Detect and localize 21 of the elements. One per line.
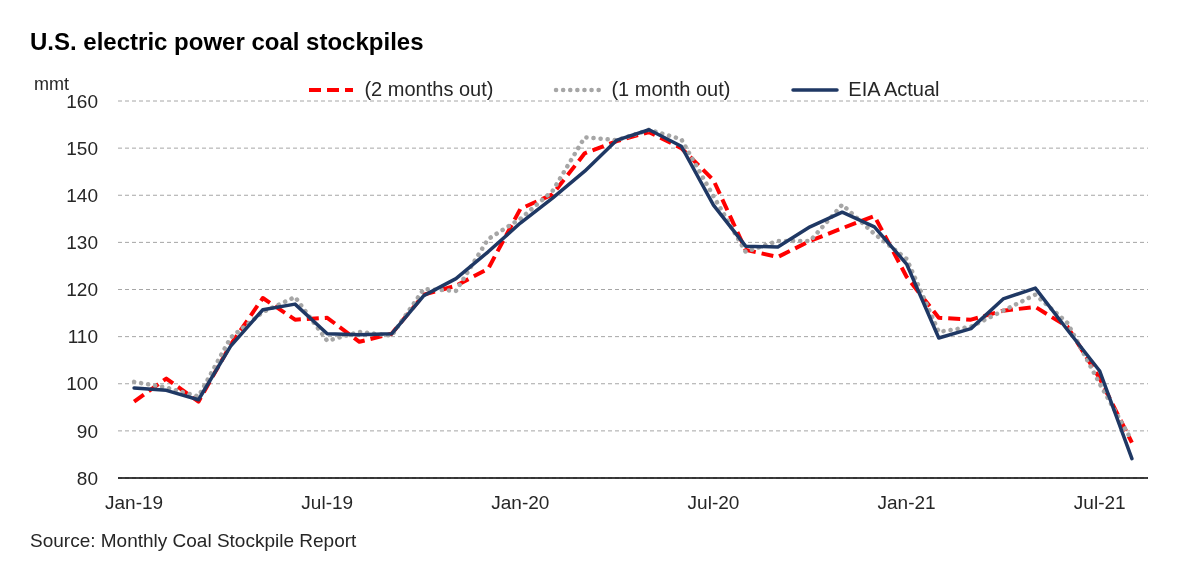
y-tick-label: 90 xyxy=(76,420,98,442)
y-axis-title: mmt xyxy=(34,74,69,95)
x-tick-label: Jul-19 xyxy=(301,492,354,514)
legend-label: (2 months out) xyxy=(364,78,494,101)
y-tick-label: 160 xyxy=(66,90,98,112)
legend-label: (1 month out) xyxy=(611,78,731,101)
y-tick-label: 80 xyxy=(76,467,98,489)
x-tick-label: Jul-21 xyxy=(1073,492,1126,514)
y-tick-label: 120 xyxy=(66,279,98,301)
source-note: Source: Monthly Coal Stockpile Report xyxy=(30,530,357,552)
y-tick-label: 110 xyxy=(67,326,98,348)
y-tick-label: 100 xyxy=(66,373,98,395)
chart-title: U.S. electric power coal stockpiles xyxy=(30,28,424,56)
x-tick-label: Jan-20 xyxy=(491,492,550,514)
x-tick-label: Jan-19 xyxy=(105,492,164,514)
legend-label: EIA Actual xyxy=(848,78,940,101)
y-tick-label: 140 xyxy=(66,184,98,206)
x-tick-label: Jul-20 xyxy=(687,492,740,514)
y-tick-label: 130 xyxy=(66,232,98,254)
y-tick-label: 150 xyxy=(66,137,98,159)
x-tick-label: Jan-21 xyxy=(877,492,936,514)
